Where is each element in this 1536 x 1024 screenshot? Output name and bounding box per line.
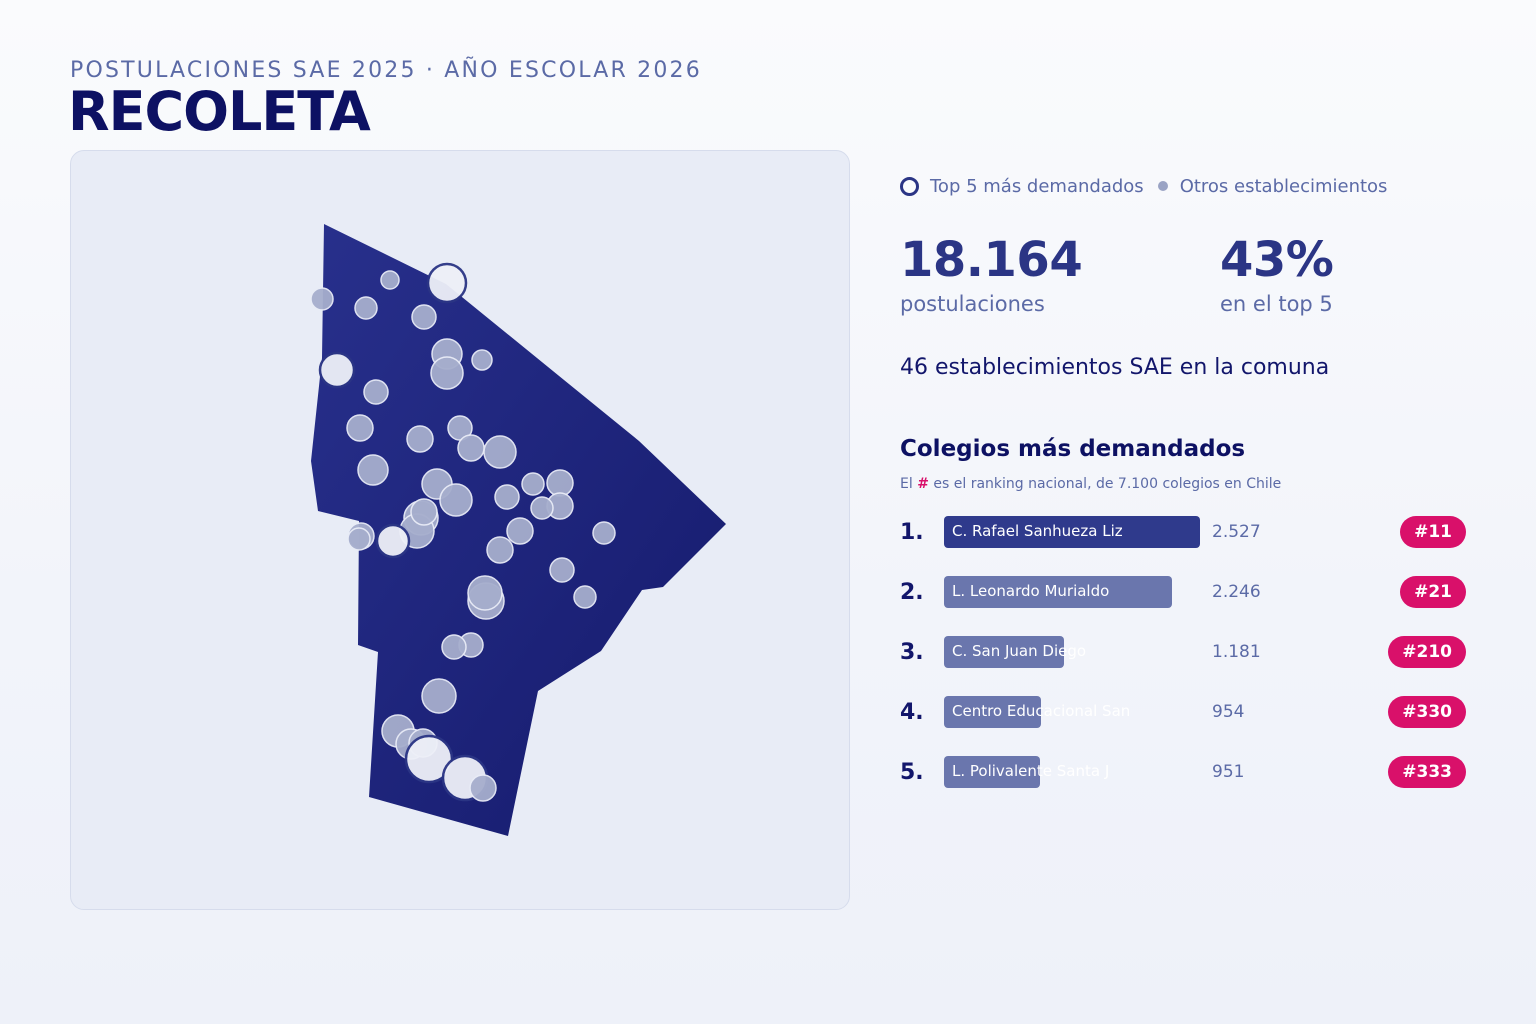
school-marker: [310, 287, 334, 311]
school-marker: [592, 521, 616, 545]
school-marker: [347, 527, 371, 551]
school-marker: [469, 774, 497, 802]
applications-total: 18.164: [900, 232, 1083, 288]
school-marker: [441, 634, 467, 660]
legend-top5-label: Top 5 más demandados: [930, 175, 1144, 197]
applications-bar: [944, 636, 1064, 668]
school-marker: [549, 557, 575, 583]
school-marker: [530, 496, 554, 520]
school-marker: [457, 434, 485, 462]
school-markers: [310, 262, 616, 802]
page-title: RECOLETA: [68, 80, 371, 143]
school-marker: [573, 585, 597, 609]
top5-school-marker: [426, 262, 468, 304]
national-rank-badge: #333: [1388, 756, 1466, 788]
applications-value: 951: [1212, 762, 1245, 782]
school-marker: [363, 379, 389, 405]
school-marker: [380, 270, 400, 290]
school-marker: [486, 536, 514, 564]
top5-school-marker: [318, 351, 356, 389]
top5-school-marker: [375, 523, 411, 559]
applications-bar: [944, 576, 1172, 608]
map-panel: [70, 150, 850, 910]
school-marker: [411, 304, 437, 330]
ranking-position: 4.: [900, 700, 924, 725]
ranking-position: 3.: [900, 640, 924, 665]
ranking-position: 5.: [900, 760, 924, 785]
school-marker: [410, 498, 438, 526]
school-marker: [471, 349, 493, 371]
top5-ring-icon: [900, 176, 919, 196]
school-name: C. San Juan Diego: [952, 642, 1087, 660]
applications-value: 2.527: [1212, 522, 1261, 542]
ranking-row: 2. L. Leonardo Murialdo 2.246 #21: [900, 576, 1468, 612]
school-marker: [421, 678, 457, 714]
ranking-note-suffix: es el ranking nacional, de 7.100 colegio…: [933, 476, 1282, 492]
ranking-note-prefix: El: [900, 476, 913, 492]
commune-map: [310, 224, 726, 836]
others-dot-icon: [1157, 181, 1168, 191]
school-name: Centro Educacional San: [952, 702, 1131, 720]
ranking-position: 1.: [900, 520, 924, 545]
applications-bar: [944, 696, 1041, 728]
applications-value: 2.246: [1212, 582, 1261, 602]
school-marker: [354, 296, 378, 320]
school-marker: [357, 454, 389, 486]
ranking-note-hash: #: [917, 476, 929, 492]
page-subtitle: POSTULACIONES SAE 2025 · AÑO ESCOLAR 202…: [70, 58, 702, 83]
school-marker: [483, 435, 517, 469]
applications-value: 1.181: [1212, 642, 1261, 662]
applications-label: postulaciones: [900, 292, 1045, 316]
ranking-title: Colegios más demandados: [900, 436, 1246, 462]
applications-value: 954: [1212, 702, 1245, 722]
schools-count: 46 establecimientos SAE en la comuna: [900, 355, 1330, 380]
ranking-position: 2.: [900, 580, 924, 605]
school-marker: [406, 425, 434, 453]
top5-share-label: en el top 5: [1220, 292, 1333, 316]
ranking-row: 5. L. Polivalente Santa J 951 #333: [900, 756, 1468, 792]
ranking-row: 4. Centro Educacional San 954 #330: [900, 696, 1468, 732]
applications-bar: [944, 756, 1040, 788]
school-marker: [521, 472, 545, 496]
ranking-note: El # es el ranking nacional, de 7.100 co…: [900, 476, 1281, 492]
map-legend: Top 5 más demandados Otros establecimien…: [900, 174, 1387, 198]
school-marker: [506, 517, 534, 545]
ranking-row: 3. C. San Juan Diego 1.181 #210: [900, 636, 1468, 672]
school-marker: [439, 483, 473, 517]
school-marker: [430, 356, 464, 390]
ranking-row: 1. C. Rafael Sanhueza Liz 2.527 #11: [900, 516, 1468, 552]
applications-bar: [944, 516, 1200, 548]
school-marker: [494, 484, 520, 510]
national-rank-badge: #21: [1400, 576, 1466, 608]
school-marker: [546, 469, 574, 497]
national-rank-badge: #330: [1388, 696, 1466, 728]
school-name: L. Polivalente Santa J: [952, 762, 1110, 780]
school-name: C. Rafael Sanhueza Liz: [952, 522, 1123, 540]
legend-others-label: Otros establecimientos: [1179, 175, 1388, 197]
school-marker: [346, 414, 374, 442]
school-name: L. Leonardo Murialdo: [952, 582, 1110, 600]
national-rank-badge: #11: [1400, 516, 1466, 548]
national-rank-badge: #210: [1388, 636, 1466, 668]
school-marker: [467, 575, 503, 611]
top5-share: 43%: [1220, 232, 1334, 288]
